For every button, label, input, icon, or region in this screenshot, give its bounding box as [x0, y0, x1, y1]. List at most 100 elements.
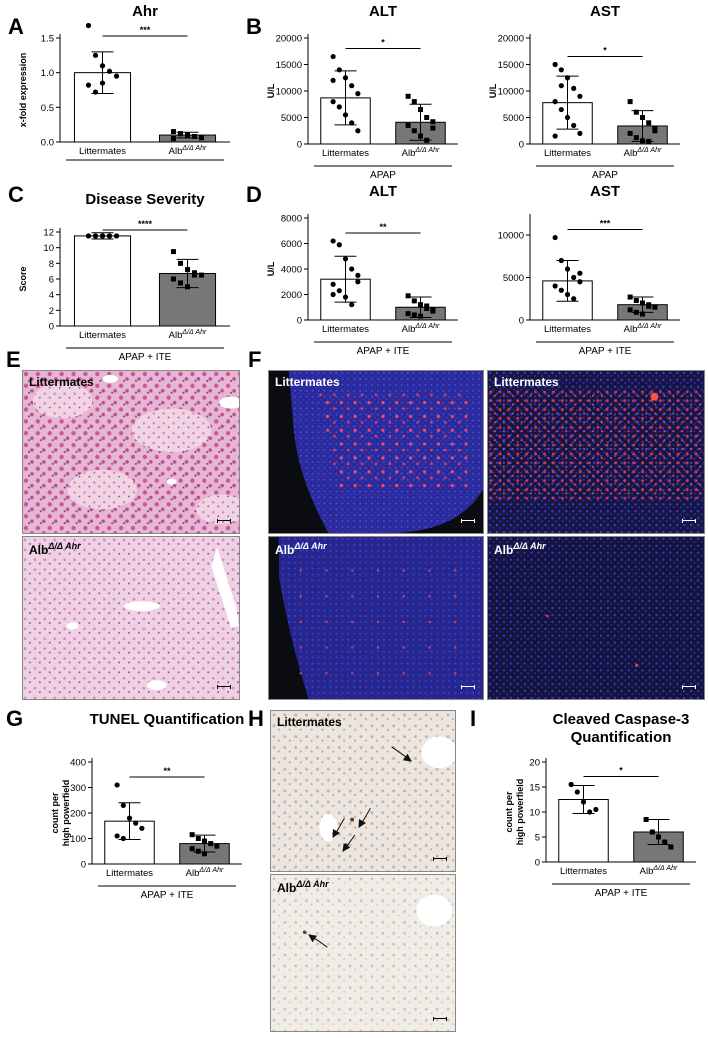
data-point	[99, 63, 106, 69]
he-label-alb-ahr: AlbΔ/Δ Ahr	[29, 541, 81, 557]
data-point	[92, 233, 99, 239]
data-point	[571, 122, 577, 129]
y-tick-label: 100	[70, 834, 86, 845]
data-point	[336, 104, 342, 110]
y-tick-label: 10	[529, 808, 540, 819]
fluor-label-alb-ahr: AlbΔ/Δ Ahr	[275, 541, 327, 557]
data-point	[336, 67, 342, 73]
data-point	[336, 242, 342, 248]
chart-title: Cleaved Caspase-3	[553, 711, 690, 728]
ihc-texture	[271, 711, 455, 871]
data-point	[92, 89, 99, 95]
label-superscript: Δ/Δ Ahr	[48, 541, 81, 551]
data-point	[106, 233, 113, 239]
y-tick-label: 0	[49, 322, 54, 333]
y-tick-label: 5000	[503, 113, 524, 124]
panel-label-d: D	[246, 182, 262, 207]
label-superscript: Δ/Δ Ahr	[296, 879, 329, 889]
he-micrograph-alb-ahr: AlbΔ/Δ Ahr	[22, 536, 240, 700]
data-point	[170, 136, 176, 142]
x-tick-label-base: Alb	[169, 146, 183, 157]
fluor-label-littermates-hm: Littermates	[494, 375, 559, 389]
data-point	[633, 135, 639, 141]
y-tick-label: 2000	[281, 290, 302, 301]
tunel-lowmag-alb-ahr: AlbΔ/Δ Ahr	[268, 536, 484, 700]
x-tick-label: AlbΔ/Δ Ahr	[640, 865, 678, 877]
data-point	[114, 782, 120, 788]
y-axis-label: Score	[18, 266, 28, 291]
data-point	[85, 22, 92, 29]
data-point	[558, 67, 564, 73]
chart-svg: Disease Severity 0 2 4 6 8 10 12 Score Littermate…	[18, 191, 230, 363]
y-tick-label: 2	[49, 306, 54, 317]
data-point	[355, 128, 361, 134]
data-point	[330, 53, 336, 60]
data-point	[418, 133, 423, 139]
group-label: APAP + ITE	[357, 346, 410, 357]
data-point	[405, 293, 411, 299]
caspase-ihc-alb-ahr: AlbΔ/Δ Ahr	[270, 874, 456, 1032]
x-tick-label-sup: Δ/Δ Ahr	[652, 865, 678, 872]
y-tick-label: 10000	[498, 87, 524, 98]
data-point	[330, 99, 336, 105]
data-point	[649, 829, 655, 835]
y-tick-label: 1.0	[41, 68, 54, 79]
data-point	[627, 307, 633, 313]
data-point	[633, 309, 639, 315]
data-point	[640, 138, 645, 144]
data-point	[577, 130, 583, 136]
scale-bar	[682, 685, 696, 689]
scale-bar	[217, 519, 231, 523]
y-axis-label: count per	[504, 791, 514, 832]
data-point	[133, 820, 139, 826]
scale-bar	[433, 857, 447, 861]
panel-label-e: E	[6, 347, 21, 372]
chart-disease-severity: Disease Severity 0 2 4 6 8 10 12 Score Littermate…	[18, 180, 240, 363]
data-point	[355, 91, 361, 97]
significance-stars: **	[379, 222, 387, 232]
x-tick-label: Littermates	[544, 148, 591, 159]
group-label: APAP + ITE	[595, 888, 648, 899]
caspase-ihc-littermates: Littermates	[270, 710, 456, 872]
y-tick-label: 15000	[276, 60, 302, 71]
y-tick-label: 0	[535, 858, 540, 869]
data-point	[113, 73, 120, 79]
data-point	[643, 817, 649, 822]
data-point	[418, 107, 423, 113]
y-axis-label: high powerfield	[61, 780, 71, 847]
group-label: APAP + ITE	[119, 352, 172, 363]
data-point	[568, 781, 574, 788]
x-tick-label: AlbΔ/Δ Ahr	[402, 323, 440, 335]
chart-d-alt: ALT 0 2000 4000 6000 8000 U/L Littermates AlbΔ/Δ…	[258, 180, 468, 357]
data-point	[342, 256, 349, 262]
scale-bar	[217, 685, 231, 689]
y-tick-label: 15000	[498, 60, 524, 71]
data-point	[126, 815, 133, 821]
data-point	[571, 85, 577, 91]
data-point	[593, 806, 599, 813]
y-tick-label: 5000	[281, 113, 302, 124]
y-tick-label: 0.5	[41, 103, 54, 114]
data-point	[189, 846, 195, 852]
x-tick-label-sup: Δ/Δ Ahr	[198, 867, 224, 874]
data-point	[92, 52, 99, 58]
significance-stars: *	[381, 38, 385, 48]
y-tick-label: 300	[70, 783, 86, 794]
data-point	[564, 75, 571, 81]
data-point	[627, 130, 633, 136]
x-tick-label-sup: Δ/Δ Ahr	[181, 145, 207, 152]
x-tick-label-base: Alb	[402, 324, 416, 335]
data-point	[558, 257, 564, 264]
fluor-texture	[488, 371, 704, 533]
x-tick-label: Littermates	[322, 324, 369, 335]
y-tick-label: 10000	[498, 231, 524, 242]
x-tick-label: AlbΔ/Δ Ahr	[402, 147, 440, 159]
y-tick-label: 10	[43, 243, 54, 254]
data-point	[114, 833, 120, 839]
x-tick-label: Littermates	[560, 866, 607, 877]
x-tick-label: AlbΔ/Δ Ahr	[169, 329, 207, 341]
data-point	[571, 296, 577, 302]
data-point	[430, 125, 436, 131]
data-point	[106, 68, 113, 74]
